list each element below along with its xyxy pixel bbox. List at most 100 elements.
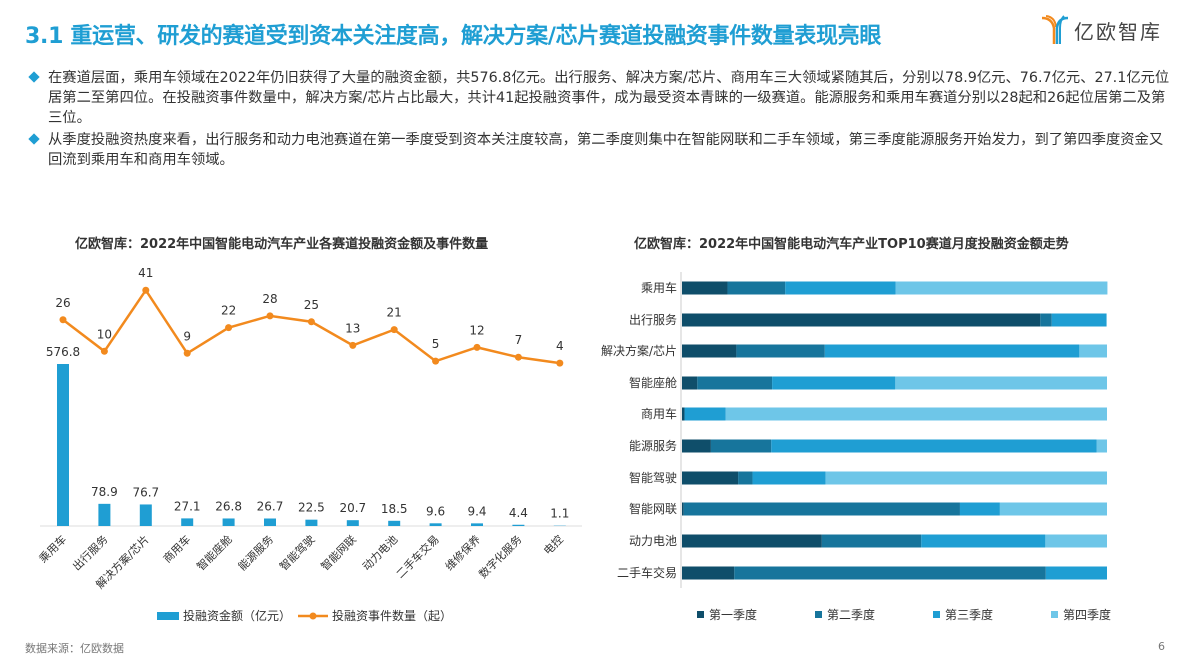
legend-label: 投融资金额（亿元）: [183, 608, 291, 623]
stacked-segment: [821, 534, 922, 548]
stacked-segment: [1045, 534, 1107, 548]
x-tick-label: 商用车: [160, 532, 193, 565]
stacked-segment: [682, 407, 685, 421]
bar-label: 9.6: [426, 504, 445, 518]
stacked-segment: [752, 471, 826, 485]
stacked-segment: [1096, 439, 1107, 453]
x-tick-label: 乘用车: [36, 532, 69, 565]
y-tick-label: 智能网联: [629, 501, 677, 516]
bar-label: 26.8: [215, 499, 242, 513]
y-tick-label: 解决方案/芯片: [601, 343, 677, 358]
stacked-segment: [682, 376, 698, 390]
bar: [346, 520, 359, 526]
bar-label: 27.1: [174, 499, 201, 513]
stacked-segment: [825, 471, 1107, 485]
x-tick-label: 智能驾驶: [277, 532, 318, 573]
bullet-item: 从季度投融资热度来看，出行服务和动力电池赛道在第一季度受到资本关注度较高，第二季…: [28, 130, 1170, 170]
stacked-segment: [682, 534, 822, 548]
legend-label: 第三季度: [945, 607, 993, 622]
x-tick-label: 维修保养: [442, 532, 483, 573]
stacked-segment: [682, 566, 735, 580]
bullet-text: 从季度投融资热度来看，出行服务和动力电池赛道在第一季度受到资本关注度较高，第二季…: [48, 132, 1164, 168]
bar: [264, 518, 276, 526]
legend-swatch: [697, 611, 704, 618]
line-label: 5: [432, 337, 440, 351]
x-tick-label: 能源服务: [235, 532, 276, 573]
stacked-segment: [727, 281, 786, 295]
stacked-segment: [682, 281, 728, 295]
stacked-segment: [710, 439, 772, 453]
line-point: [100, 347, 108, 355]
bar-label: 576.8: [46, 345, 80, 359]
line-point: [183, 349, 191, 357]
line-label: 26: [55, 296, 70, 310]
bar: [305, 519, 318, 526]
stacked-segment: [697, 376, 773, 390]
stacked-segment: [736, 344, 825, 358]
line-label: 13: [345, 321, 360, 335]
stacked-segment: [682, 502, 684, 516]
bar: [471, 523, 483, 526]
bar-label: 76.7: [132, 485, 159, 499]
stacked-segment: [1079, 344, 1107, 358]
bar: [512, 524, 525, 526]
logo-text: 亿欧智库: [1074, 19, 1162, 44]
legend-label: 投融资事件数量（起）: [332, 608, 452, 623]
bullet-text: 在赛道层面，乘用车领域在2022年仍旧获得了大量的融资金额，共576.8亿元。出…: [48, 70, 1170, 126]
stacked-segment: [682, 344, 737, 358]
stacked-segment: [824, 344, 1080, 358]
stacked-segment: [683, 502, 960, 516]
y-tick-label: 商用车: [641, 406, 677, 421]
bar: [57, 364, 69, 526]
legend-marker: [309, 612, 317, 620]
line-label: 12: [469, 323, 484, 337]
stacked-segment: [1040, 313, 1052, 327]
x-tick-label: 动力电池: [360, 533, 400, 573]
y-tick-label: 出行服务: [629, 312, 677, 327]
right-chart-title: 亿欧智库：2022年中国智能电动汽车产业TOP10赛道月度投融资金额走势: [634, 237, 1069, 252]
line-label: 25: [304, 298, 319, 312]
stacked-segment: [682, 471, 739, 485]
y-tick-label: 智能驾驶: [629, 470, 677, 485]
bar: [181, 518, 194, 526]
stacked-segment: [1051, 313, 1107, 327]
x-tick-label: 电控: [540, 532, 565, 557]
line-point: [473, 343, 481, 351]
stacked-segment: [738, 471, 753, 485]
line-label: 4: [556, 339, 564, 353]
data-source: 数据来源：亿欧数据: [25, 642, 124, 655]
page-title: 3.1 重运营、研发的赛道受到资本关注度高，解决方案/芯片赛道投融资事件数量表现…: [25, 24, 882, 49]
legend-label: 第一季度: [709, 607, 757, 622]
stacked-segment: [785, 281, 896, 295]
line-point: [142, 286, 150, 294]
line-label: 22: [221, 304, 236, 318]
bar: [429, 523, 442, 526]
line-point: [556, 359, 564, 367]
y-tick-label: 能源服务: [629, 438, 677, 453]
x-tick-label: 数字化服务: [476, 532, 525, 581]
bar: [98, 503, 111, 526]
y-tick-label: 乘用车: [641, 280, 677, 295]
line-point: [266, 312, 274, 320]
stacked-segment: [772, 376, 896, 390]
stacked-segment: [725, 407, 1107, 421]
bar: [388, 520, 401, 526]
logo-icon: [1041, 15, 1069, 44]
stacked-segment: [895, 281, 1108, 295]
x-tick-label: 智能座舱: [194, 532, 235, 573]
bullet-list: 在赛道层面，乘用车领域在2022年仍旧获得了大量的融资金额，共576.8亿元。出…: [28, 68, 1170, 172]
bar-label: 1.1: [550, 507, 569, 521]
y-tick-label: 二手车交易: [617, 565, 677, 580]
bar-label: 20.7: [339, 501, 366, 515]
logo: 亿欧智库: [1040, 14, 1162, 46]
line-label: 10: [97, 327, 112, 341]
x-tick-label: 出行服务: [70, 532, 111, 573]
bar: [222, 518, 235, 526]
y-tick-label: 智能座舱: [629, 375, 677, 390]
stacked-segment: [895, 376, 1107, 390]
line-point: [225, 324, 233, 332]
line-label: 21: [387, 306, 402, 320]
left-chart-title: 亿欧智库：2022年中国智能电动汽车产业各赛道投融资金额及事件数量: [75, 237, 489, 252]
bar-label: 4.4: [509, 506, 528, 520]
